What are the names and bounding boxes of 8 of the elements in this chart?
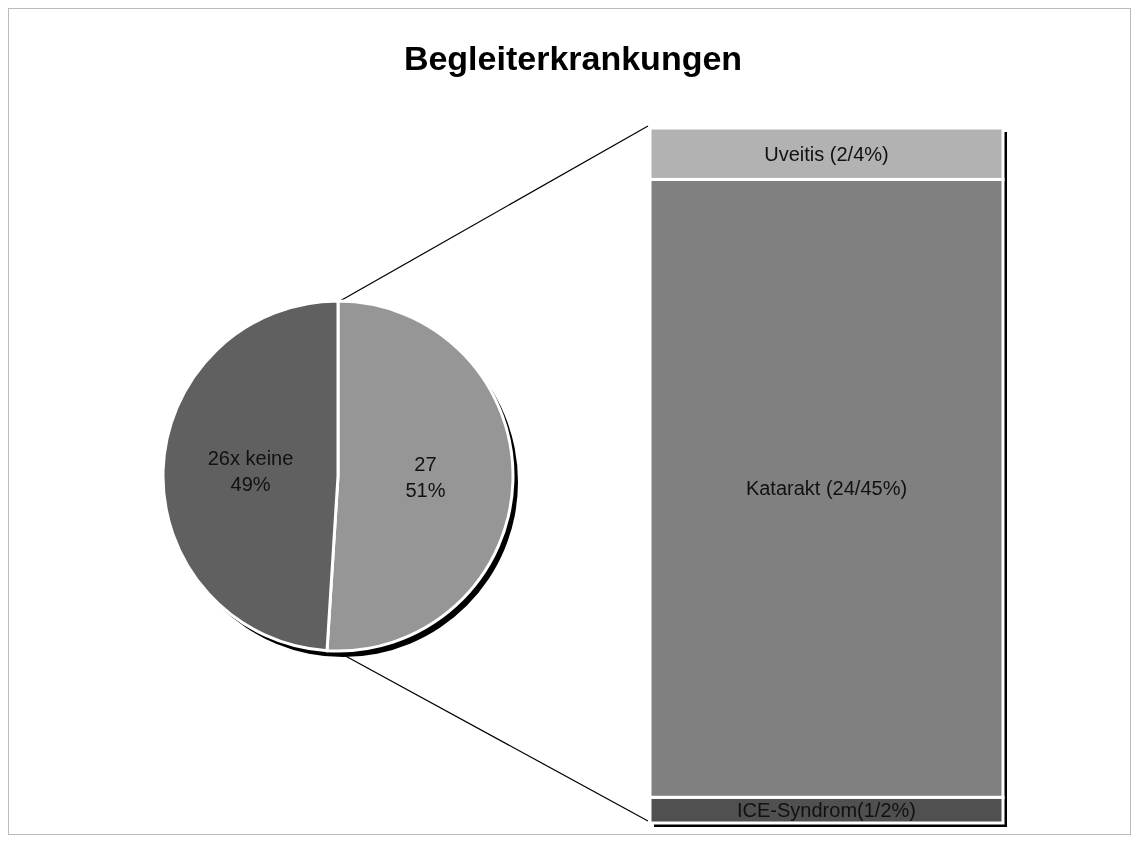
slice-label: 26x keine xyxy=(207,447,294,470)
series-label: Katarakt (24/45%) xyxy=(745,477,908,500)
slice-label: 27 xyxy=(414,452,437,475)
series-label: ICE-Syndrom(1/2%) xyxy=(737,799,916,822)
data-label: 49% xyxy=(230,473,271,496)
series-label: Uveitis (2/4%) xyxy=(764,142,889,165)
chart-title: Begleiterkrankungen xyxy=(403,39,743,77)
data-label: 51% xyxy=(405,478,446,501)
